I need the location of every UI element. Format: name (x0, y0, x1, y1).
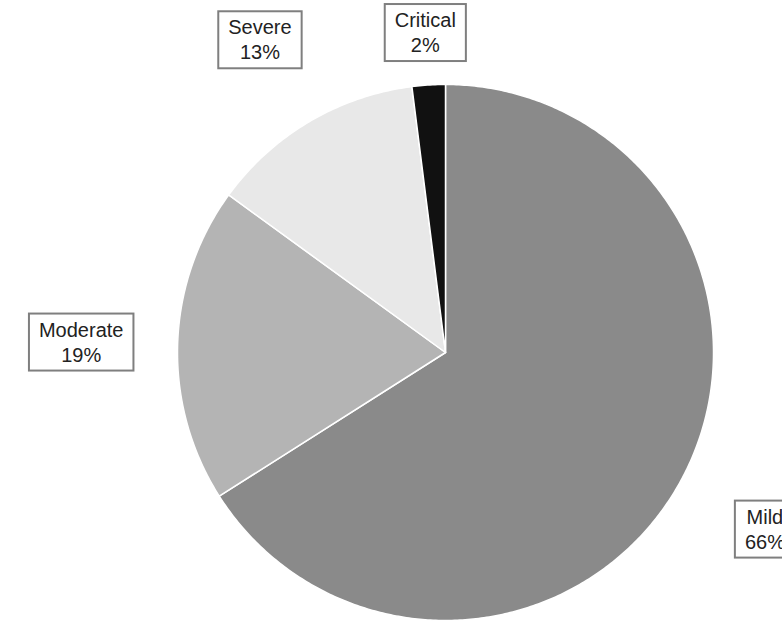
svg-text:Critical2%: Critical2% (395, 9, 456, 56)
svg-text:Moderate19%: Moderate19% (39, 319, 124, 366)
svg-text:Mild66%: Mild66% (745, 506, 782, 553)
svg-text:Severe13%: Severe13% (228, 16, 291, 63)
